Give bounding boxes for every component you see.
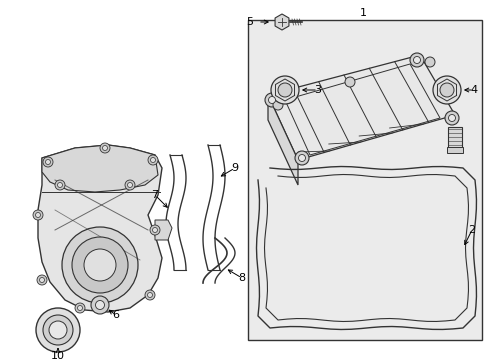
Text: 1: 1: [360, 8, 367, 18]
Circle shape: [295, 151, 309, 165]
Circle shape: [278, 83, 292, 97]
Circle shape: [150, 158, 155, 162]
Circle shape: [269, 96, 275, 104]
Circle shape: [43, 157, 53, 167]
Circle shape: [35, 212, 41, 217]
Polygon shape: [155, 220, 172, 240]
Circle shape: [62, 227, 138, 303]
Circle shape: [448, 114, 456, 122]
Circle shape: [414, 57, 420, 63]
Circle shape: [77, 306, 82, 310]
Circle shape: [271, 76, 299, 104]
Circle shape: [84, 249, 116, 281]
Circle shape: [96, 301, 104, 310]
Circle shape: [125, 180, 135, 190]
Circle shape: [445, 111, 459, 125]
Circle shape: [46, 159, 50, 165]
Circle shape: [150, 225, 160, 235]
Text: 5: 5: [246, 17, 253, 27]
Bar: [447, 147, 463, 153]
Circle shape: [152, 228, 157, 233]
Polygon shape: [268, 55, 455, 160]
Circle shape: [37, 275, 47, 285]
Circle shape: [148, 155, 158, 165]
Bar: [448, 127, 462, 151]
Text: 7: 7: [151, 190, 159, 200]
Text: 8: 8: [239, 273, 245, 283]
Circle shape: [91, 296, 109, 314]
Circle shape: [145, 290, 155, 300]
Text: 4: 4: [470, 85, 478, 95]
Circle shape: [100, 143, 110, 153]
Circle shape: [127, 183, 132, 188]
Text: 6: 6: [113, 310, 120, 320]
Circle shape: [57, 183, 63, 188]
Circle shape: [265, 93, 279, 107]
Text: 3: 3: [315, 85, 321, 95]
Circle shape: [273, 100, 283, 110]
Text: 2: 2: [468, 225, 476, 235]
Text: 10: 10: [51, 351, 65, 360]
Circle shape: [43, 315, 73, 345]
Circle shape: [147, 292, 152, 297]
Circle shape: [433, 76, 461, 104]
Circle shape: [102, 145, 107, 150]
Circle shape: [410, 53, 424, 67]
Polygon shape: [268, 95, 298, 185]
Polygon shape: [275, 14, 289, 30]
Circle shape: [40, 278, 45, 283]
Polygon shape: [38, 145, 162, 312]
Circle shape: [425, 57, 435, 67]
Circle shape: [49, 321, 67, 339]
Circle shape: [75, 303, 85, 313]
Circle shape: [440, 83, 454, 97]
Circle shape: [298, 154, 305, 162]
Bar: [248, 20, 482, 340]
Polygon shape: [42, 145, 158, 192]
Text: 9: 9: [231, 163, 239, 173]
Circle shape: [72, 237, 128, 293]
Circle shape: [55, 180, 65, 190]
Circle shape: [36, 308, 80, 352]
Circle shape: [345, 77, 355, 87]
Circle shape: [33, 210, 43, 220]
